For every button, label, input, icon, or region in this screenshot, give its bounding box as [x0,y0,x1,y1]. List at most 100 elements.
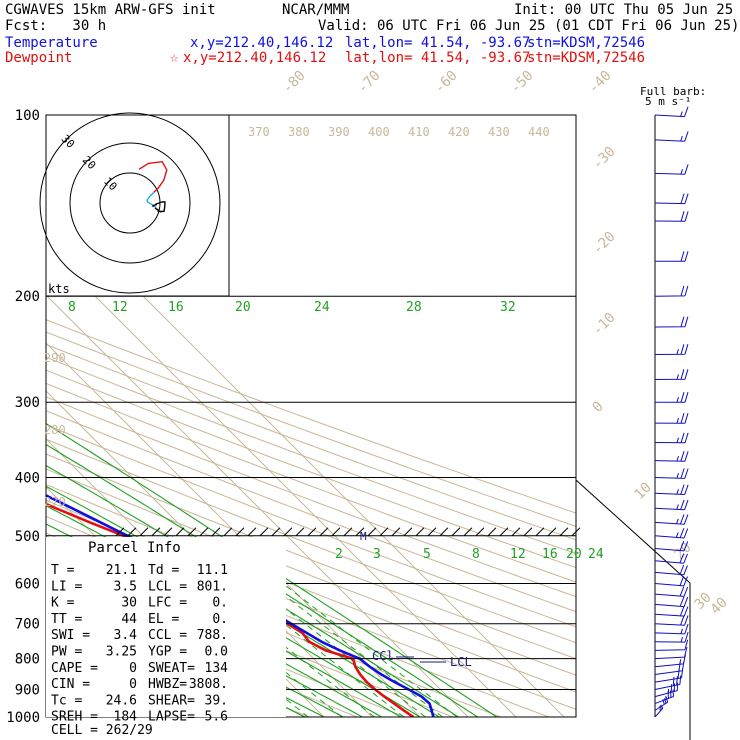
theta-label: 440 [528,125,550,139]
hatch-mark [463,527,473,537]
hatch-mark [511,527,521,537]
theta-label: 370 [248,125,270,139]
parcel-info-value: 0 [129,677,137,692]
dry-adiabat-line [46,438,576,644]
m-label: M [360,530,367,543]
hatch-mark [571,527,581,537]
pressure-tick-label: 200 [15,289,40,305]
hatch-mark [127,527,137,537]
hatch-mark [523,527,533,537]
parcel-info-key: SHEAR= [148,693,195,708]
parcel-info-key: LAPSE= [148,710,195,725]
temperature-legend-latlon: lat,lon= 41.54, -93.67 [345,35,531,51]
wind-barb [654,211,689,222]
hatch-mark [115,527,125,537]
parcel-info-value: 24.6 [106,693,137,708]
mixing-ratio-label: 8 [68,300,76,315]
parcel-info-value: 5.6 [205,710,228,725]
parcel-info-key: PW = [51,645,82,660]
wind-barb [654,576,688,587]
wind-barb [654,316,689,328]
wind-barb [654,164,689,175]
plot-frame [45,114,577,718]
barb-legend-unit: 5 m s⁻¹ [645,95,691,108]
init-time: Init: 00 UTC Thu 05 Jun 25 [514,2,734,18]
parcel-info-key: CAPE = [51,661,98,676]
hodograph-unit: kts [48,282,70,296]
theta-label: 430 [488,125,510,139]
org-title: NCAR/MMM [282,2,350,18]
parcel-info-value: 39. [205,693,228,708]
parcel-info-value: 184 [114,710,138,725]
parcel-info-key: SWEAT= [148,661,195,676]
pressure-tick-label: 300 [15,395,40,411]
wind-barb [654,697,669,711]
isotherm-label: -60 [432,68,461,97]
parcel-info-title: Parcel Info [88,540,181,556]
hatch-mark [367,527,377,537]
hatch-mark [223,527,233,537]
wind-barb [654,392,689,403]
parcel-info-value: 44 [121,612,137,627]
hatch-mark [403,527,413,537]
parcel-info-value: 0. [212,612,228,627]
mixing-ratio-label: 12 [510,547,526,562]
hatch-mark [451,527,461,537]
pressure-tick-label: 500 [15,529,40,545]
wind-barb [654,682,678,698]
hatch-mark [259,527,269,537]
hatch-mark [355,527,365,537]
theta-label: 290 [44,351,66,365]
parcel-info-key: HWBZ= [148,677,187,692]
wind-barb [654,193,689,205]
hatch-mark [211,527,221,537]
parcel-info-key: LCL = [148,579,187,594]
theta-label: 410 [408,125,430,139]
hodograph-trace-low [138,160,168,193]
barb-legend-header: Full barb: [640,85,706,98]
parcel-info-key: EL = [148,612,179,627]
wind-barb [654,432,689,444]
parcel-info-panel [46,537,286,717]
hatch-mark [187,527,197,537]
isotherm-label: 0 [590,399,607,416]
pressure-tick-label: 800 [15,652,40,668]
parcel-info-key: YGP = [148,645,187,660]
wind-barb [654,689,674,705]
dewpoint-legend-label: Dewpoint [5,50,73,66]
isotherm-line [46,294,469,717]
wind-barb [654,369,689,380]
hodograph-trace-high [152,201,166,213]
hatch-mark [427,527,437,537]
temperature-legend-label: Temperature [5,35,98,51]
hatch-mark [331,527,341,537]
mixing-ratio-label: 20 [235,300,251,315]
wind-barb [654,344,689,356]
parcel-info-value: 0. [212,596,228,611]
dry-adiabat-line [46,453,576,660]
parcel-info-key: LFC = [148,596,187,611]
parcel-info-key: TT = [51,612,82,627]
dewpoint-legend-station: stn=KDSM,72546 [527,50,646,66]
parcel-info-value: 21.1 [106,563,137,578]
wind-barb [654,631,689,643]
hodograph-ring [39,112,221,294]
valid-time: Valid: 06 UTC Fri 06 Jun 25 (01 CDT Fri … [318,18,740,34]
pressure-tick-label: 1000 [6,710,40,726]
wind-barb [654,285,689,297]
dry-adiabat-line [46,396,576,598]
wind-barb [654,623,689,635]
parcel-info-key: T = [51,563,75,578]
mixing-ratio-label: 12 [112,300,128,315]
mixing-ratio-label: 28 [406,300,422,315]
temperature-legend-station: stn=KDSM,72546 [527,35,646,51]
dry-adiabat-line [46,382,576,583]
wind-barb [654,484,689,495]
hatch-mark [163,527,173,537]
wind-barb [654,540,689,552]
hatch-mark [559,527,569,537]
wind-barb [654,646,688,660]
wind-barb [654,131,689,142]
parcel-info-value: 30 [121,596,137,611]
